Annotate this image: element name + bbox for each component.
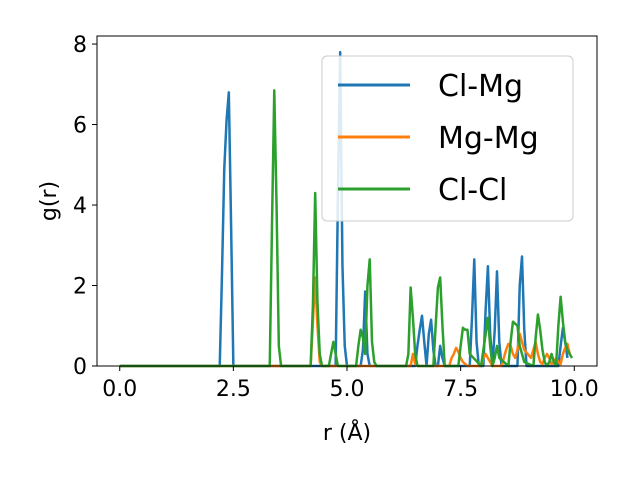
y-axis-label: g(r) (37, 181, 62, 221)
legend-label: Mg-Mg (438, 121, 539, 156)
y-tick-label: 2 (73, 275, 87, 300)
legend-label: Cl-Cl (438, 173, 507, 208)
x-tick-label: 0.0 (102, 377, 137, 402)
y-tick-label: 8 (73, 33, 87, 58)
x-tick-label: 2.5 (216, 377, 251, 402)
legend-box (321, 55, 574, 222)
legend-label: Cl-Mg (438, 69, 523, 104)
y-tick-label: 0 (73, 355, 87, 380)
x-axis: 0.0 2.5 5.0 7.5 10.0 (102, 366, 599, 402)
x-axis-label: r (Å) (323, 419, 371, 446)
x-tick-label: 10.0 (550, 377, 599, 402)
x-tick-label: 7.5 (443, 377, 478, 402)
x-tick-label: 5.0 (330, 377, 365, 402)
legend: Cl-Mg Mg-Mg Cl-Cl (321, 55, 574, 222)
y-tick-label: 6 (73, 114, 87, 139)
y-tick-label: 4 (73, 194, 87, 219)
y-axis: 0 2 4 6 8 (73, 33, 97, 380)
